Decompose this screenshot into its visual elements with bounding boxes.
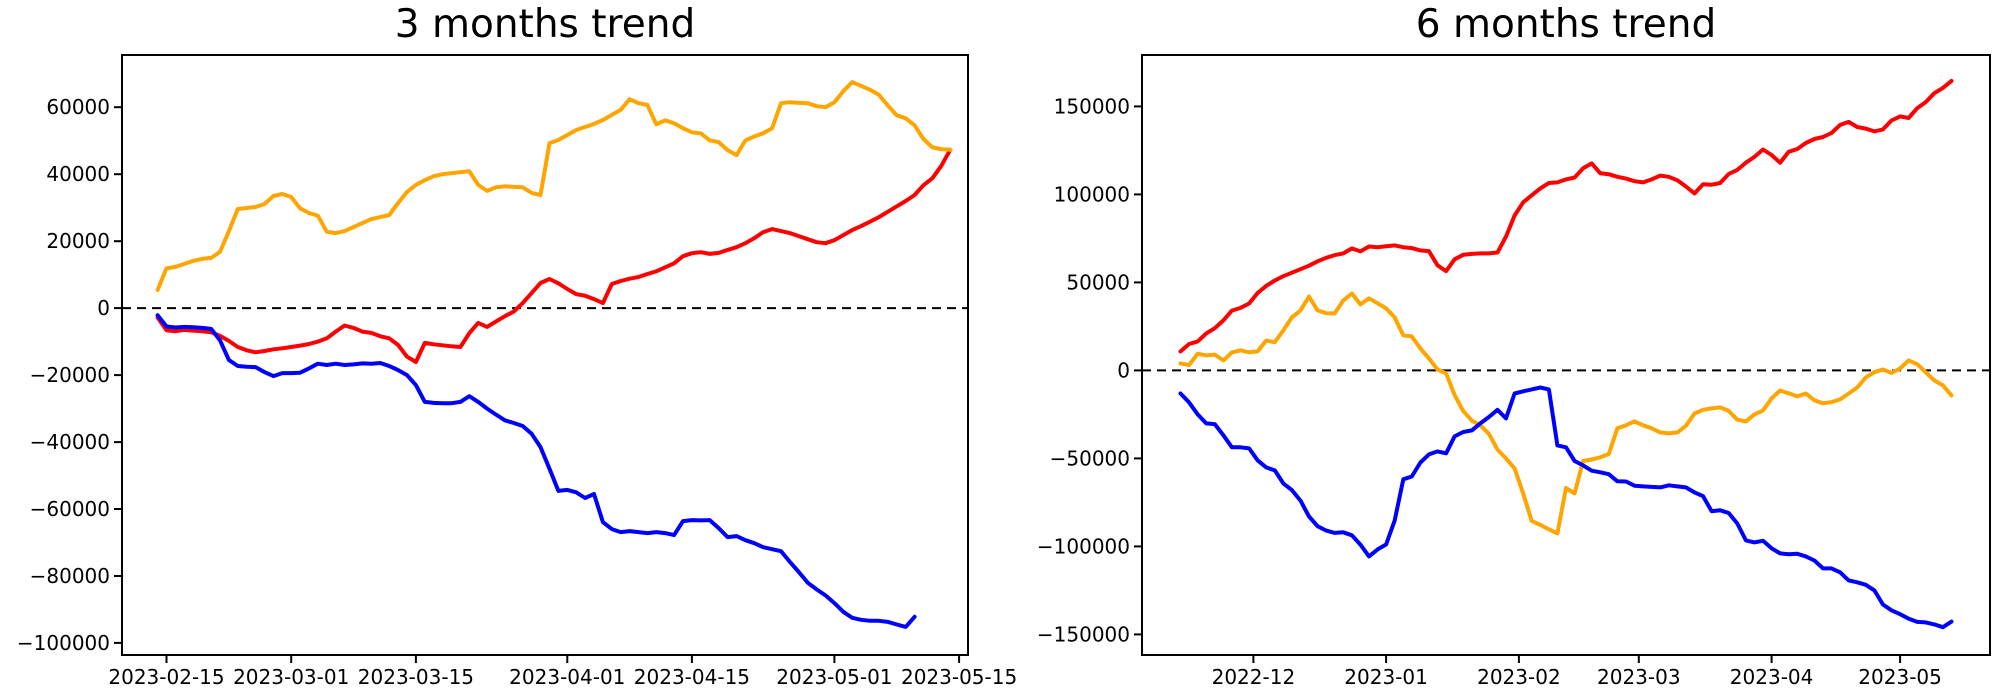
y-tick-label: −100000: [17, 631, 110, 655]
y-tick-label: −60000: [30, 497, 110, 521]
x-tick-label: 2023-04-15: [634, 665, 750, 689]
y-tick-label: −50000: [1050, 446, 1130, 470]
x-tick-label: 2023-03-01: [233, 665, 349, 689]
y-tick-label: 50000: [1066, 270, 1130, 294]
series-line-red: [155, 147, 953, 364]
series-line-blue: [1178, 385, 1954, 630]
y-tick-label: −40000: [30, 430, 110, 454]
chart-title-6-months: 6 months trend: [1415, 2, 1717, 47]
series-line-blue: [155, 313, 917, 629]
y-tick-label: −150000: [1037, 622, 1130, 646]
series-line-red: [1178, 78, 1954, 354]
y-tick-label: 60000: [46, 95, 110, 119]
x-tick-label: 2023-03: [1597, 665, 1681, 689]
y-tick-label: −20000: [30, 363, 110, 387]
y-tick-label: 0: [1117, 358, 1130, 382]
y-tick-label: −100000: [1037, 534, 1130, 558]
y-tick-label: 0: [97, 296, 110, 320]
y-tick-label: −80000: [30, 564, 110, 588]
axes-6-months-trend: 150000 100000 50000 0 −50000 −100000 −150000 20…: [1037, 54, 1991, 689]
y-tick-label: 20000: [46, 229, 110, 253]
x-tick-label: 2023-05-01: [776, 665, 892, 689]
x-tick-label: 2022-12: [1212, 665, 1296, 689]
x-tick-label: 2023-04-01: [509, 665, 625, 689]
x-tick-label: 2023-03-15: [358, 665, 474, 689]
series-line-orange: [155, 80, 953, 292]
axes-3-months-trend: 60000 40000 20000 0 −20000 −40000 −60000 −80000…: [17, 54, 1017, 689]
x-tick-label: 2023-02-15: [108, 665, 224, 689]
x-tick-label: 2023-04: [1730, 665, 1814, 689]
x-tick-label: 2023-01: [1344, 665, 1428, 689]
chart-title-3-months: 3 months trend: [394, 2, 696, 47]
x-tick-label: 2023-05-15: [901, 665, 1017, 689]
y-tick-label: 150000: [1054, 94, 1130, 118]
series-line-orange: [1178, 291, 1954, 536]
axes-frame: [1141, 54, 1991, 656]
y-tick-label: 100000: [1054, 182, 1130, 206]
x-tick-label: 2023-02: [1477, 665, 1561, 689]
axes-frame: [121, 54, 969, 656]
x-tick-label: 2023-05: [1858, 665, 1942, 689]
y-tick-label: 40000: [46, 162, 110, 186]
